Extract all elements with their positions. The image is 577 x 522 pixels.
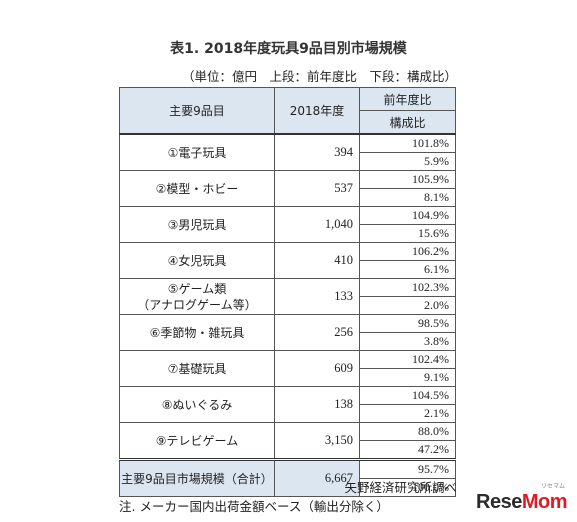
table-row: ⑨テレビゲーム 3,150 88.0% xyxy=(119,422,456,460)
row-yoy: 104.9% xyxy=(359,206,456,225)
row-name-line1: ⑤ゲーム類 xyxy=(167,281,227,296)
row-share: 5.9% xyxy=(359,152,456,171)
row-share: 6.1% xyxy=(359,260,456,279)
row-value: 394 xyxy=(274,133,360,171)
row-name-line2: （アナログゲーム等） xyxy=(137,297,257,312)
row-share: 2.0% xyxy=(359,296,456,315)
total-row: 主要9品目市場規模（合計） 6,667 95.7% xyxy=(119,458,456,497)
table-row: ②模型・ホビー 537 105.9% xyxy=(119,170,456,207)
row-share: 15.6% xyxy=(359,224,456,243)
market-size-table: 主要9品目 2018年度 前年度比 構成比 ①電子玩具 394 101.8% 5… xyxy=(119,87,456,497)
logo-text-accent: Mom xyxy=(521,491,568,513)
table-row: ⑦基礎玩具 609 102.4% xyxy=(119,350,456,387)
row-yoy: 104.5% xyxy=(359,386,456,405)
row-value: 410 xyxy=(274,242,360,279)
row-yoy: 102.4% xyxy=(359,350,456,369)
row-share: 8.1% xyxy=(359,188,456,207)
row-name: ⑦基礎玩具 xyxy=(119,350,275,387)
row-yoy: 102.3% xyxy=(359,278,456,297)
row-value: 1,040 xyxy=(274,206,360,243)
table-row: ⑧ぬいぐるみ 138 104.5% xyxy=(119,386,456,423)
row-share: 3.8% xyxy=(359,332,456,351)
header-share: 構成比 xyxy=(359,110,456,135)
total-yoy: 95.7% xyxy=(359,458,456,479)
row-yoy: 101.8% xyxy=(359,133,456,153)
row-name: ⑥季節物・雑玩具 xyxy=(119,314,275,351)
unit-note: （単位：億円 上段：前年度比 下段：構成比） xyxy=(181,69,457,84)
table-row: ⑥季節物・雑玩具 256 98.5% xyxy=(119,314,456,351)
table-row: ④女児玩具 410 106.2% xyxy=(119,242,456,279)
row-name: ⑤ゲーム類 （アナログゲーム等） xyxy=(119,278,275,315)
row-share: 47.2% xyxy=(359,440,456,460)
row-yoy: 106.2% xyxy=(359,242,456,261)
row-value: 537 xyxy=(274,170,360,207)
table-row: ③男児玩具 1,040 104.9% xyxy=(119,206,456,243)
resemom-logo: ReseMom xyxy=(476,491,567,514)
row-value: 256 xyxy=(274,314,360,351)
total-value: 6,667 xyxy=(274,458,360,497)
row-name: ③男児玩具 xyxy=(119,206,275,243)
row-value: 3,150 xyxy=(274,422,360,460)
row-share: 2.1% xyxy=(359,404,456,423)
header-yoy: 前年度比 xyxy=(359,87,456,111)
header-category: 主要9品目 xyxy=(119,87,275,135)
row-value: 609 xyxy=(274,350,360,387)
source-credit: 矢野経済研究所調べ xyxy=(344,480,457,495)
row-yoy: 98.5% xyxy=(359,314,456,333)
row-name: ⑧ぬいぐるみ xyxy=(119,386,275,423)
row-name: ④女児玩具 xyxy=(119,242,275,279)
footnote: 注. メーカー国内出荷金額ベース（輸出分除く） xyxy=(119,499,389,514)
row-yoy: 105.9% xyxy=(359,170,456,189)
row-value: 133 xyxy=(274,278,360,315)
row-value: 138 xyxy=(274,386,360,423)
table-row: ⑤ゲーム類 （アナログゲーム等） 133 102.3% xyxy=(119,278,456,315)
total-share: 100.0% xyxy=(359,478,456,497)
table-title: 表1. 2018年度玩具9品目別市場規模 xyxy=(170,41,407,57)
row-name: ⑨テレビゲーム xyxy=(119,422,275,460)
logo-text-main: Rese xyxy=(476,491,522,513)
total-name: 主要9品目市場規模（合計） xyxy=(119,458,275,497)
table-row: ①電子玩具 394 101.8% xyxy=(119,133,456,171)
row-yoy: 88.0% xyxy=(359,422,456,441)
header-year: 2018年度 xyxy=(274,87,360,135)
row-share: 9.1% xyxy=(359,368,456,387)
brand-subtitle: リセマム xyxy=(540,483,565,490)
row-name: ②模型・ホビー xyxy=(119,170,275,207)
row-name: ①電子玩具 xyxy=(119,133,275,171)
